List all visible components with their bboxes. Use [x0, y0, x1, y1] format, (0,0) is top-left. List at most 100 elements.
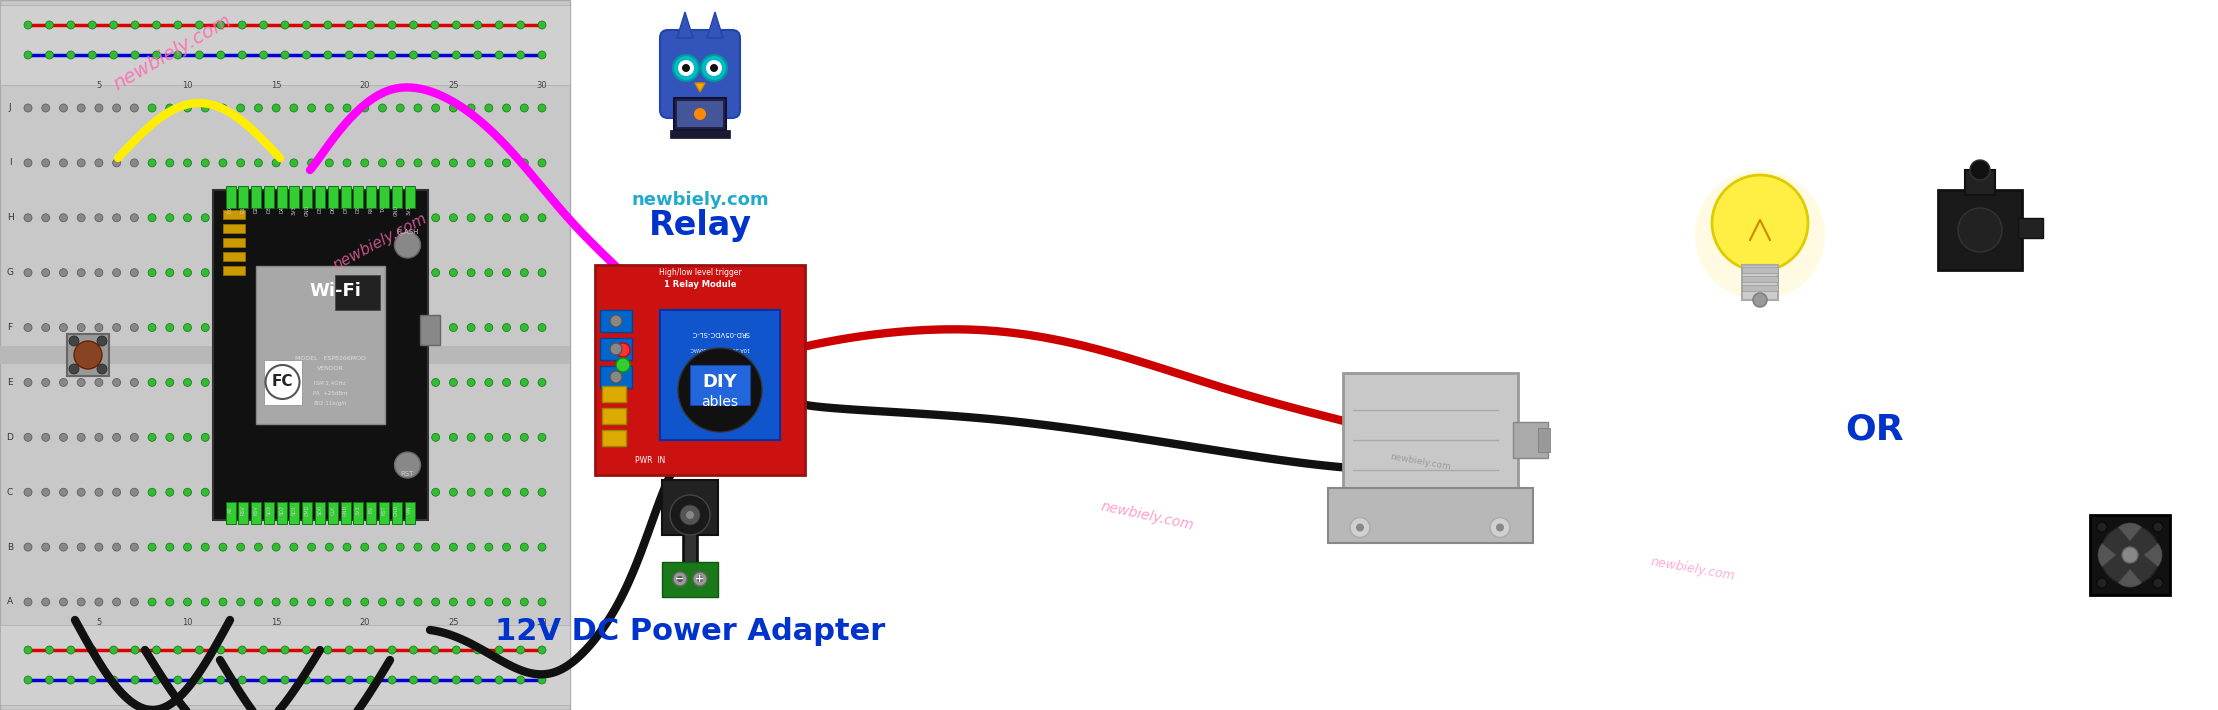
Circle shape [195, 51, 204, 59]
FancyBboxPatch shape [661, 30, 741, 118]
Circle shape [282, 21, 288, 29]
Circle shape [173, 51, 182, 59]
Circle shape [67, 21, 75, 29]
Text: J: J [9, 104, 11, 112]
Circle shape [95, 214, 102, 222]
Text: F: F [7, 323, 13, 332]
Circle shape [486, 159, 492, 167]
Circle shape [273, 159, 279, 167]
Circle shape [452, 21, 461, 29]
Circle shape [705, 60, 723, 76]
Circle shape [362, 488, 368, 496]
Circle shape [149, 433, 155, 442]
Bar [601, 430, 625, 446]
Circle shape [415, 324, 421, 332]
Circle shape [302, 21, 311, 29]
Circle shape [503, 598, 510, 606]
Bar [277, 186, 286, 208]
Circle shape [517, 646, 526, 654]
Circle shape [109, 21, 118, 29]
Bar [342, 502, 350, 524]
Circle shape [679, 348, 763, 432]
Circle shape [282, 646, 288, 654]
Circle shape [344, 214, 350, 222]
Text: newbiely.com: newbiely.com [1388, 452, 1451, 472]
Circle shape [131, 104, 138, 112]
Circle shape [60, 598, 67, 606]
Circle shape [113, 104, 120, 112]
Text: D8: D8 [355, 207, 362, 214]
Circle shape [60, 543, 67, 551]
Circle shape [220, 378, 226, 386]
Circle shape [379, 159, 386, 167]
Circle shape [220, 159, 226, 167]
Circle shape [202, 598, 208, 606]
Circle shape [486, 104, 492, 112]
Circle shape [326, 543, 333, 551]
Circle shape [344, 488, 350, 496]
Circle shape [131, 214, 138, 222]
Circle shape [495, 676, 503, 684]
Circle shape [69, 336, 80, 346]
Circle shape [2154, 578, 2163, 588]
Circle shape [131, 378, 138, 386]
Circle shape [166, 433, 173, 442]
Text: B: B [7, 542, 13, 552]
Bar [379, 502, 388, 524]
Circle shape [24, 378, 31, 386]
Bar [674, 98, 725, 130]
Circle shape [273, 433, 279, 442]
Wedge shape [2145, 543, 2163, 567]
Circle shape [113, 324, 120, 332]
Bar [226, 502, 235, 524]
Circle shape [468, 488, 475, 496]
Circle shape [42, 543, 49, 551]
Circle shape [415, 104, 421, 112]
Bar [601, 366, 632, 388]
Bar [315, 186, 326, 208]
Circle shape [237, 676, 246, 684]
Circle shape [78, 324, 84, 332]
Circle shape [2096, 578, 2107, 588]
Bar [1329, 488, 1533, 542]
Text: 15: 15 [271, 81, 282, 90]
Bar [0, 625, 570, 705]
Circle shape [237, 268, 244, 277]
Circle shape [260, 51, 268, 59]
Circle shape [220, 433, 226, 442]
Circle shape [326, 268, 333, 277]
Bar [353, 502, 364, 524]
Text: FC: FC [273, 374, 293, 390]
Circle shape [362, 324, 368, 332]
Circle shape [184, 159, 191, 167]
Circle shape [539, 104, 546, 112]
Circle shape [521, 433, 528, 442]
Circle shape [166, 324, 173, 332]
Circle shape [681, 505, 701, 525]
Circle shape [521, 268, 528, 277]
Text: ables: ables [701, 395, 739, 409]
Circle shape [42, 488, 49, 496]
Text: 25: 25 [448, 81, 459, 90]
Circle shape [131, 324, 138, 332]
Circle shape [610, 371, 621, 383]
Bar [1537, 428, 1550, 452]
Circle shape [503, 324, 510, 332]
Circle shape [202, 543, 208, 551]
Text: CMD: CMD [304, 504, 311, 515]
Bar [222, 252, 244, 261]
Circle shape [710, 64, 719, 72]
Circle shape [1958, 208, 2003, 252]
Circle shape [521, 104, 528, 112]
Circle shape [486, 268, 492, 277]
Bar [601, 310, 632, 332]
Circle shape [397, 159, 404, 167]
Wedge shape [2098, 543, 2116, 567]
Circle shape [486, 543, 492, 551]
Circle shape [237, 51, 246, 59]
Circle shape [24, 159, 31, 167]
Circle shape [362, 543, 368, 551]
Circle shape [344, 268, 350, 277]
Circle shape [302, 676, 311, 684]
Circle shape [701, 55, 728, 81]
